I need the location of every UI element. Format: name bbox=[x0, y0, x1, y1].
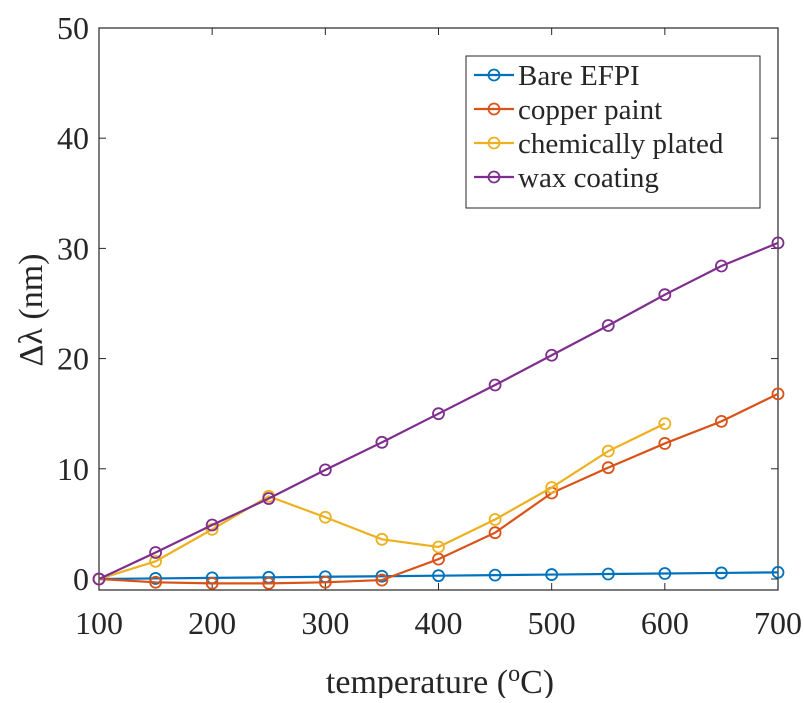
series-line-chemically-plated bbox=[98, 422, 666, 581]
data-point-wax-coating bbox=[432, 407, 445, 421]
data-point-copper-paint bbox=[205, 576, 219, 590]
data-point-wax-coating bbox=[318, 463, 332, 477]
data-point-wax-coating bbox=[262, 492, 276, 505]
data-point-chemically-plated bbox=[318, 510, 332, 524]
data-point-wax-coating bbox=[601, 319, 615, 332]
legend-swatch-marker-wax-coating bbox=[487, 170, 501, 184]
data-point-copper-paint bbox=[658, 437, 672, 450]
series-line-copper-paint bbox=[98, 392, 779, 585]
x-tick-label: 100 bbox=[75, 605, 123, 641]
data-point-chemically-plated bbox=[488, 513, 502, 526]
data-point-wax-coating bbox=[545, 348, 559, 362]
data-point-bare-efpi bbox=[432, 569, 445, 583]
legend-label-wax-coating: wax coating bbox=[518, 162, 659, 194]
data-point-bare-efpi bbox=[658, 567, 672, 580]
data-point-copper-paint bbox=[262, 576, 276, 590]
data-point-wax-coating bbox=[658, 288, 672, 302]
data-point-wax-coating bbox=[715, 259, 728, 273]
data-point-wax-coating bbox=[375, 435, 389, 449]
legend-swatch-marker-chemically-plated bbox=[487, 136, 501, 150]
data-point-copper-paint bbox=[149, 575, 162, 589]
legend-label-bare-efpi: Bare EFPI bbox=[518, 60, 640, 92]
data-point-copper-paint bbox=[488, 526, 502, 540]
data-point-chemically-plated bbox=[545, 481, 559, 494]
data-point-copper-paint bbox=[375, 573, 389, 587]
x-tick-label: 700 bbox=[754, 605, 802, 641]
data-point-copper-paint bbox=[601, 461, 615, 475]
series-line-wax-coating bbox=[98, 241, 779, 580]
data-point-copper-paint bbox=[771, 387, 785, 401]
legend-swatch-marker-bare-efpi bbox=[487, 68, 501, 82]
x-tick-label: 300 bbox=[301, 605, 349, 641]
data-point-bare-efpi bbox=[771, 565, 785, 579]
data-point-copper-paint bbox=[318, 575, 332, 589]
data-point-wax-coating bbox=[205, 518, 219, 532]
data-point-copper-paint bbox=[432, 552, 445, 566]
data-point-chemically-plated bbox=[149, 554, 162, 568]
data-point-bare-efpi bbox=[601, 567, 615, 581]
y-tick-label: 20 bbox=[57, 341, 89, 377]
legend-swatch-marker-copper-paint bbox=[487, 102, 501, 116]
legend-label-copper-paint: copper paint bbox=[518, 94, 662, 126]
data-point-wax-coating bbox=[488, 378, 502, 392]
series-group bbox=[92, 236, 785, 590]
x-tick-label: 400 bbox=[415, 605, 463, 641]
x-tick-label: 500 bbox=[528, 605, 576, 641]
data-point-wax-coating bbox=[92, 572, 106, 586]
y-tick-label: 10 bbox=[57, 451, 89, 487]
x-axis-label: temperature (oC) bbox=[326, 661, 554, 698]
y-tick-label: 30 bbox=[57, 230, 89, 266]
x-tick-label: 600 bbox=[641, 605, 689, 641]
data-point-wax-coating bbox=[149, 546, 162, 559]
data-point-copper-paint bbox=[715, 414, 728, 428]
data-point-chemically-plated bbox=[375, 532, 389, 546]
data-point-chemically-plated bbox=[601, 444, 615, 458]
data-point-chemically-plated bbox=[432, 540, 445, 554]
y-tick-label: 0 bbox=[73, 561, 89, 597]
x-axis-label-superscript: o bbox=[508, 661, 520, 687]
data-point-bare-efpi bbox=[545, 568, 559, 581]
data-point-wax-coating bbox=[771, 236, 785, 250]
data-point-bare-efpi bbox=[715, 566, 728, 580]
legend-box bbox=[465, 55, 761, 209]
x-tick-label: 200 bbox=[188, 605, 236, 641]
y-tick-label: 50 bbox=[57, 10, 89, 46]
y-axis-label: Δλ (nm) bbox=[13, 254, 50, 367]
y-tick-label: 40 bbox=[57, 120, 89, 156]
legend-label-chemically-plated: chemically plated bbox=[518, 128, 724, 160]
data-point-bare-efpi bbox=[375, 569, 389, 583]
data-point-chemically-plated bbox=[658, 417, 672, 431]
data-point-bare-efpi bbox=[149, 572, 162, 585]
data-point-bare-efpi bbox=[488, 568, 502, 582]
